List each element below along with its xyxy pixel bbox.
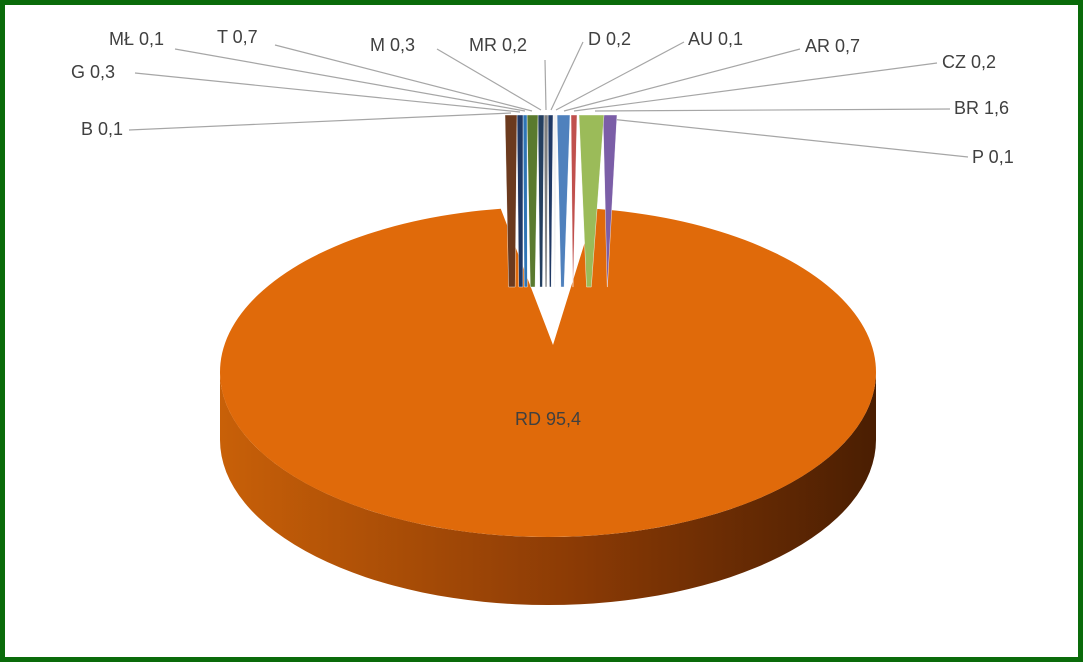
leader-line-br xyxy=(594,108,951,112)
slice-mł xyxy=(522,114,528,288)
slice-d xyxy=(547,114,554,288)
leader-line-d xyxy=(550,41,584,111)
slice-au xyxy=(552,114,558,288)
data-label-ar: AR 0,7 xyxy=(805,36,860,56)
slice-br xyxy=(578,114,605,288)
leader-line-ar xyxy=(563,48,801,112)
leader-line-p xyxy=(609,118,969,158)
pie-body xyxy=(219,114,876,605)
data-label-cz: CZ 0,2 xyxy=(942,52,996,72)
leader-line-mł xyxy=(174,48,526,112)
data-label-mł: MŁ 0,1 xyxy=(109,29,164,49)
leader-line-au xyxy=(555,41,685,111)
data-label-mr: MR 0,2 xyxy=(469,35,527,55)
data-label-br: BR 1,6 xyxy=(954,98,1009,118)
data-label-rd: RD 95,4 xyxy=(515,409,581,429)
slice-mr xyxy=(543,114,549,288)
leader-line-t xyxy=(274,44,533,112)
slice-ar xyxy=(556,114,571,288)
slice-p xyxy=(602,114,618,288)
slice-m xyxy=(537,114,545,288)
slice-g xyxy=(516,114,524,288)
data-label-m: M 0,3 xyxy=(370,35,415,55)
leader-lines xyxy=(128,41,969,158)
data-label-t: T 0,7 xyxy=(217,27,258,47)
data-label-b: B 0,1 xyxy=(81,119,123,139)
data-label-d: D 0,2 xyxy=(588,29,631,49)
leader-line-m xyxy=(436,48,542,111)
slice-rd-side xyxy=(220,372,876,605)
leader-line-cz xyxy=(573,62,938,112)
leader-line-mr xyxy=(544,59,547,111)
data-labels: RD 95,4 P 0,1 BR 1,6 CZ 0,2 AR 0,7 AU 0,1 D 0,… xyxy=(71,27,1014,429)
slice-b xyxy=(504,114,518,288)
data-label-p: P 0,1 xyxy=(972,147,1014,167)
slice-t xyxy=(526,114,539,288)
data-label-g: G 0,3 xyxy=(71,62,115,82)
slice-rd xyxy=(219,208,876,537)
leader-line-b xyxy=(128,112,512,131)
pie-chart: RD 95,4 P 0,1 BR 1,6 CZ 0,2 AR 0,7 AU 0,1 D 0,… xyxy=(71,27,1014,605)
leader-line-g xyxy=(134,72,521,113)
slice-cz xyxy=(570,114,578,288)
data-label-au: AU 0,1 xyxy=(688,29,743,49)
